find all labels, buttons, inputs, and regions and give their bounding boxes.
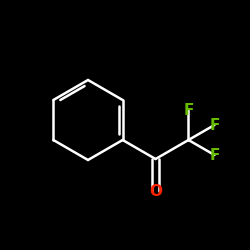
Text: F: F xyxy=(183,102,194,118)
Text: F: F xyxy=(209,118,220,132)
Text: O: O xyxy=(149,184,162,198)
Text: F: F xyxy=(209,148,220,162)
